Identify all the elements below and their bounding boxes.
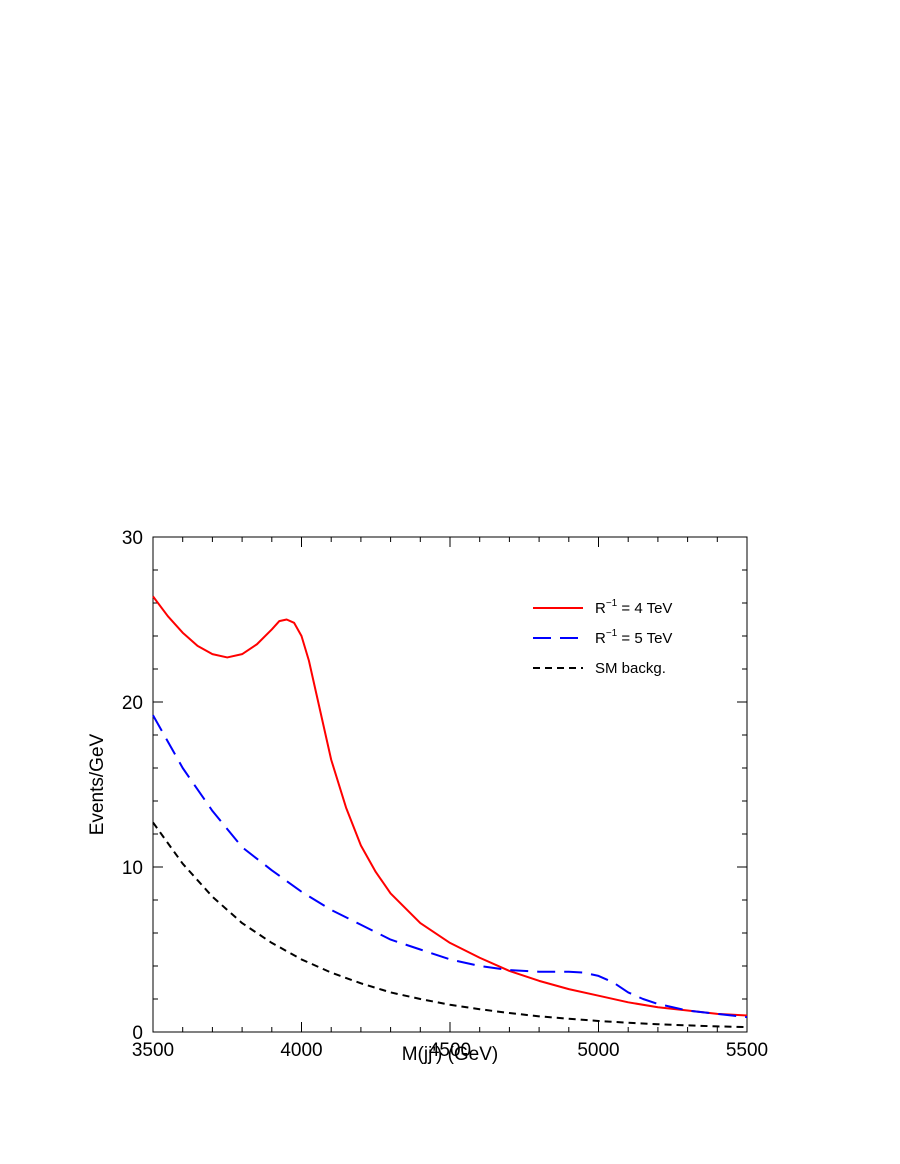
series-line-1 <box>152 595 748 1017</box>
y-tick-label: 20 <box>122 693 143 714</box>
y-tick-label: 0 <box>132 1023 143 1044</box>
series-line-2 <box>152 714 748 1019</box>
x-tick-label: 4500 <box>429 1040 471 1061</box>
x-tick-label: 4000 <box>280 1040 322 1061</box>
series-lines <box>152 595 748 1029</box>
x-tick-label: 5000 <box>577 1040 619 1061</box>
x-tick-label: 5500 <box>726 1040 768 1061</box>
y-axis-label: Events/GeV <box>87 733 108 835</box>
legend-label-2: R−1 = 5 TeV <box>595 628 672 647</box>
x-axis-label: M(jj') (GeV) <box>402 1044 499 1065</box>
y-tick-label: 30 <box>122 528 143 549</box>
x-tick-label: 3500 <box>132 1040 174 1061</box>
tick-labels: 3500 4000 4500 5000 5500 0 10 20 30 <box>122 528 768 1061</box>
legend: R−1 = 4 TeV R−1 = 5 TeV SM backg. <box>533 598 672 677</box>
axis-ticks <box>152 536 748 1033</box>
y-tick-label: 10 <box>122 858 143 879</box>
legend-label-1: R−1 = 4 TeV <box>595 598 672 617</box>
series-line-3 <box>152 821 748 1029</box>
legend-label-3: SM backg. <box>595 660 666 677</box>
